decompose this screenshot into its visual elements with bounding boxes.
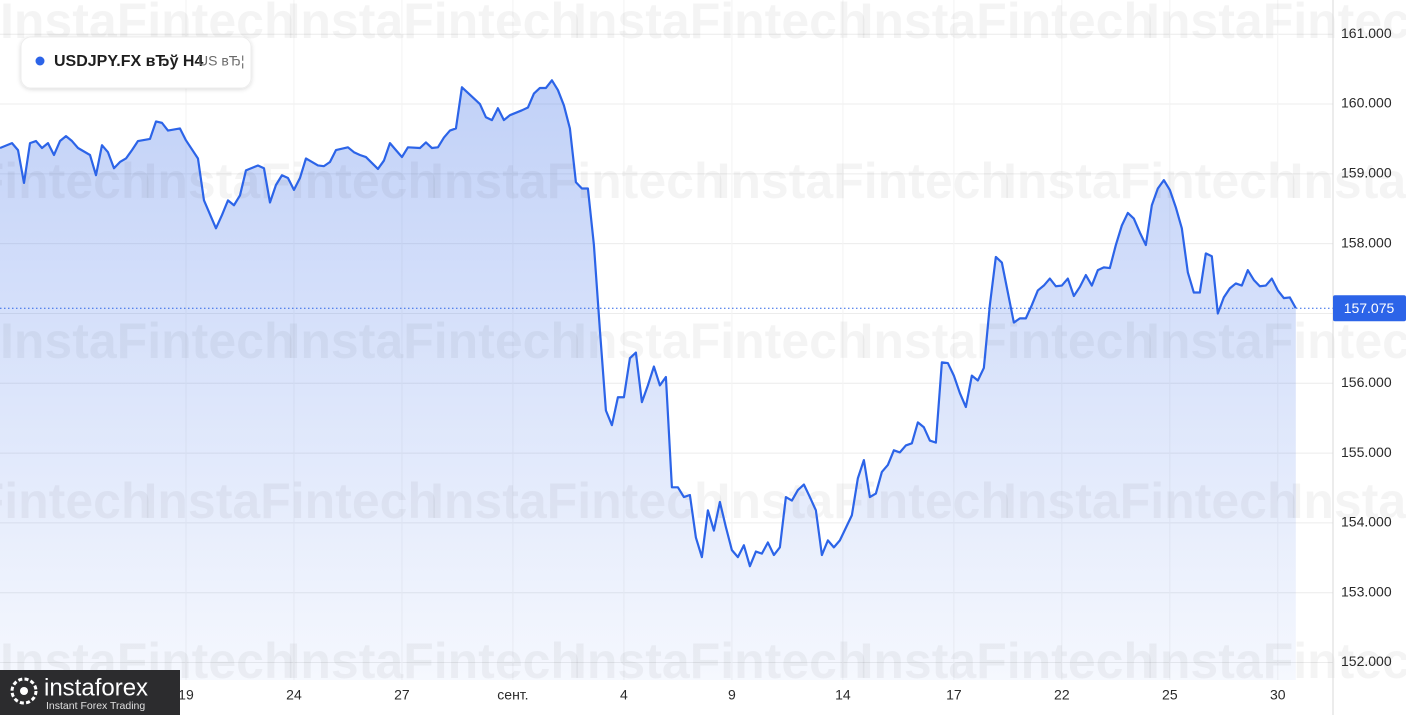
watermark: InstaFintech: [0, 313, 294, 369]
area: [0, 80, 1296, 681]
watermark: InstaFintech: [287, 0, 581, 49]
watermark: InstaFintech: [860, 0, 1154, 49]
watermark: InstaFintech: [573, 0, 867, 49]
y-tick-label: 158.000: [1341, 234, 1392, 250]
watermark: InstaFintech: [717, 153, 1011, 209]
legend-label: USDJPY.FX вЂў H4: [54, 53, 203, 70]
lines: [0, 79, 1333, 568]
watermark: InstaFintech: [573, 633, 867, 689]
x-tick-label: 9: [728, 687, 736, 703]
watermark: InstaFintech: [144, 473, 438, 529]
watermark: InstaFintech: [1290, 473, 1406, 529]
watermark: InstaFintech: [1146, 0, 1406, 49]
y-tick-label: 160.000: [1341, 95, 1392, 111]
x-tick-label: 4: [620, 687, 628, 703]
logo-icon: [10, 677, 38, 705]
x-tick-label: 14: [835, 687, 851, 703]
logo-icon-center: [20, 687, 28, 695]
last-price-box: [1333, 295, 1406, 322]
y-tick-label: 153.000: [1341, 583, 1392, 599]
watermark: InstaFintech: [860, 313, 1154, 369]
watermark: InstaFintech: [1003, 153, 1297, 209]
y-tick-label: 155.000: [1341, 444, 1392, 460]
x-tick-label: 24: [286, 687, 302, 703]
legend: USDJPY.FX вЂў H4 US вЂ¦: [20, 36, 252, 89]
x-tick-label: 19: [178, 687, 194, 703]
logo-name: instaforex: [44, 674, 148, 701]
watermark: InstaFintech: [287, 313, 581, 369]
legend-note: US вЂ¦: [198, 53, 245, 69]
plot: [0, 80, 1296, 681]
watermark: InstaFintech: [430, 473, 724, 529]
axes: 152.000 153.000 154.000 155.000 156.000 157.0…: [178, 25, 1406, 703]
watermark: InstaFintech: [573, 313, 867, 369]
x-tick-label: 25: [1162, 687, 1178, 703]
watermark: InstaFintech: [1146, 633, 1406, 689]
x-tick-label: 22: [1054, 687, 1070, 703]
logo: instaforex Instant Forex Trading: [0, 670, 180, 715]
watermark: InstaFintech: [430, 153, 724, 209]
y-tick-label: 154.000: [1341, 514, 1392, 530]
legend-dot: [35, 56, 45, 66]
logo-box: [0, 670, 180, 715]
line: [0, 79, 1297, 568]
y-tick-label: 156.000: [1341, 374, 1392, 390]
x-tick-label: 30: [1270, 687, 1286, 703]
y-tick-label: 161.000: [1341, 25, 1392, 41]
y-tick-label: 152.000: [1341, 653, 1392, 669]
watermark: InstaFintech: [1003, 473, 1297, 529]
logo-tagline: Instant Forex Trading: [46, 700, 145, 712]
watermark: InstaFintech: [0, 473, 151, 529]
x-tick-label: 17: [946, 687, 962, 703]
watermark: InstaFintech: [287, 633, 581, 689]
x-tick-label: сент.: [497, 687, 528, 703]
watermark: InstaFintech: [717, 473, 1011, 529]
y-tick-label: 159.000: [1341, 165, 1392, 181]
watermark: InstaFintech: [1290, 153, 1406, 209]
last-price-label: 157.075: [1344, 300, 1395, 316]
watermark: InstaFintech: [1146, 313, 1406, 369]
x-tick-label: 27: [394, 687, 410, 703]
legend-box: [20, 36, 252, 89]
watermark: InstaFintech: [860, 633, 1154, 689]
